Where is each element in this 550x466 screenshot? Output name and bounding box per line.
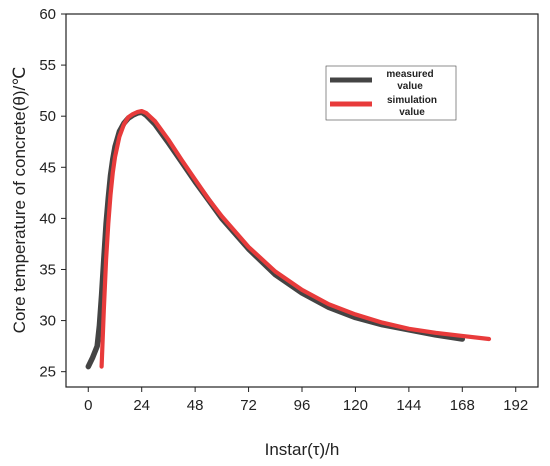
x-tick-label: 96 [294,397,311,414]
y-tick-label: 50 [39,108,56,125]
y-tick-label: 45 [39,159,56,176]
legend-label-simulation-line1: simulation [387,95,437,106]
x-tick-label: 48 [187,397,204,414]
x-tick-label: 72 [240,397,257,414]
y-tick-label: 35 [39,261,56,278]
x-tick-label: 144 [396,397,421,414]
x-axis-ticks: 0 24 48 72 96 120 144 168 192 [84,387,528,414]
y-axis-ticks: 25 30 35 40 45 50 55 60 [39,6,66,381]
x-axis-title: Instar(τ)/h [265,440,340,459]
legend-label-measured-line2: value [397,81,423,92]
y-axis-title: Core temperature of concrete(θ)/℃ [10,67,29,334]
y-tick-label: 25 [39,364,56,381]
plot-frame [65,13,539,388]
x-tick-label: 192 [503,397,528,414]
legend-label-measured-line1: measured [386,69,433,80]
y-tick-label: 55 [39,57,56,74]
x-tick-label: 168 [450,397,475,414]
legend-box [325,65,457,121]
legend-label-simulation-line2: value [399,107,425,118]
x-tick-label: 120 [343,397,368,414]
series-line-simulation [99,108,492,369]
x-tick-label: 0 [84,397,92,414]
series-layer [85,108,492,370]
y-tick-label: 60 [39,6,56,23]
legend: measured value simulation value [325,65,457,121]
y-tick-label: 40 [39,210,56,227]
x-tick-label: 24 [133,397,150,414]
y-tick-label: 30 [39,313,56,330]
